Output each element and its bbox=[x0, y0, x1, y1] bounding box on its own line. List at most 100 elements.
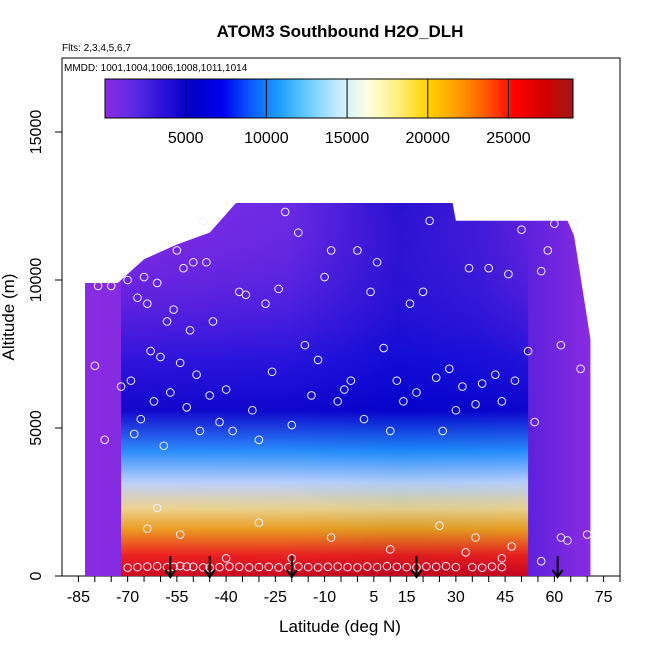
observation-point bbox=[274, 284, 283, 294]
observation-point bbox=[267, 367, 277, 377]
observation-point bbox=[484, 263, 494, 273]
observation-point bbox=[133, 293, 142, 303]
observation-point bbox=[451, 405, 461, 415]
observation-point bbox=[166, 388, 175, 397]
observation-point bbox=[133, 562, 142, 572]
colorbar: 5000 10000 15000 20000 25000 bbox=[104, 78, 574, 147]
observation-point bbox=[264, 562, 274, 572]
observation-point bbox=[221, 385, 231, 394]
x-tick-label: -10 bbox=[313, 589, 336, 606]
observation-point bbox=[471, 400, 480, 409]
observation-point bbox=[182, 562, 192, 571]
observation-point bbox=[152, 561, 162, 571]
observation-point bbox=[507, 542, 516, 551]
observation-point bbox=[372, 257, 382, 267]
observation-point bbox=[143, 562, 152, 571]
observation-point bbox=[116, 382, 126, 391]
observation-point bbox=[126, 376, 136, 385]
observation-point bbox=[123, 563, 132, 573]
observation-point bbox=[254, 562, 264, 572]
y-tick-label: 0 bbox=[28, 571, 45, 580]
observation-point bbox=[569, 219, 579, 229]
observation-point bbox=[458, 382, 467, 391]
x-tick-label: -25 bbox=[264, 589, 287, 606]
observation-point bbox=[582, 530, 592, 539]
x-tick-label: -70 bbox=[116, 589, 139, 606]
observation-point bbox=[477, 379, 487, 388]
observation-point bbox=[464, 263, 474, 273]
observation-point bbox=[215, 562, 224, 572]
observation-point bbox=[234, 562, 244, 572]
observation-point bbox=[280, 207, 290, 217]
x-tick-label: 45 bbox=[496, 589, 514, 606]
observation-point bbox=[504, 269, 513, 279]
observation-point bbox=[188, 257, 198, 267]
observation-point bbox=[477, 563, 487, 573]
observation-point bbox=[471, 533, 480, 542]
chart-title: ATOM3 Southbound H2O_DLH bbox=[217, 22, 464, 41]
observation-point bbox=[326, 533, 336, 542]
observation-point bbox=[382, 561, 392, 571]
x-axis: -85 -70 -55 -40 -25 -10 5 15 30 45 60 75 bbox=[67, 576, 621, 606]
observation-point bbox=[343, 562, 352, 572]
profile-marker-arrow bbox=[164, 556, 177, 579]
observation-point bbox=[461, 548, 471, 557]
colorbar-tick-label: 15000 bbox=[325, 130, 370, 147]
observation-point bbox=[149, 397, 159, 406]
observation-point bbox=[228, 426, 237, 436]
observation-point bbox=[274, 563, 283, 572]
observation-point bbox=[156, 352, 165, 362]
observation-point bbox=[152, 278, 162, 288]
plot-area bbox=[61, 57, 621, 579]
observation-point bbox=[510, 376, 520, 385]
observation-point bbox=[225, 562, 234, 571]
y-tick-label: 5000 bbox=[28, 410, 45, 446]
observation-point bbox=[523, 346, 533, 356]
observation-point bbox=[517, 225, 526, 234]
observation-point bbox=[169, 305, 178, 314]
observation-point bbox=[208, 317, 218, 326]
observation-point bbox=[205, 391, 215, 400]
observation-point bbox=[248, 405, 257, 415]
observation-point bbox=[303, 562, 313, 572]
observation-point bbox=[362, 562, 372, 571]
observation-point bbox=[497, 397, 507, 406]
observation-point bbox=[333, 397, 343, 406]
observation-point bbox=[422, 562, 431, 571]
observation-point bbox=[556, 340, 566, 350]
observation-point bbox=[346, 376, 356, 385]
observation-point bbox=[202, 257, 211, 267]
observation-point bbox=[385, 545, 395, 554]
observation-point bbox=[550, 219, 559, 229]
observation-point bbox=[172, 246, 182, 255]
observation-point bbox=[215, 417, 224, 427]
observation-point bbox=[313, 355, 323, 365]
x-tick-label: -40 bbox=[215, 589, 238, 606]
observation-point bbox=[221, 553, 231, 563]
x-tick-label: 5 bbox=[369, 589, 378, 606]
observation-point bbox=[490, 370, 500, 380]
observation-point bbox=[543, 246, 553, 255]
x-axis-title: Latitude (deg N) bbox=[279, 617, 401, 636]
observation-point bbox=[294, 228, 303, 237]
y-axis: 0 5000 10000 15000 bbox=[28, 110, 62, 580]
observation-point bbox=[294, 562, 303, 571]
x-tick-label: 60 bbox=[545, 589, 563, 606]
colorbar-tick-label: 20000 bbox=[406, 130, 451, 147]
y-axis-title: Altitude (m) bbox=[0, 274, 18, 361]
colorbar-ticks: 5000 10000 15000 20000 25000 bbox=[168, 79, 531, 147]
observation-point bbox=[402, 562, 411, 572]
observation-point bbox=[198, 216, 208, 226]
dates-note: MMDD: 1001,1004,1006,1008,1011,1014 bbox=[64, 63, 248, 74]
observation-point bbox=[536, 266, 546, 276]
y-tick-label: 10000 bbox=[28, 258, 45, 303]
observation-point bbox=[425, 216, 434, 226]
observation-point bbox=[405, 299, 415, 308]
observation-point bbox=[445, 364, 454, 374]
observation-point bbox=[182, 402, 192, 412]
observation-point bbox=[136, 414, 146, 424]
observation-point bbox=[379, 343, 388, 353]
observation-point bbox=[93, 281, 103, 291]
colorbar-tick-label: 5000 bbox=[168, 130, 204, 147]
